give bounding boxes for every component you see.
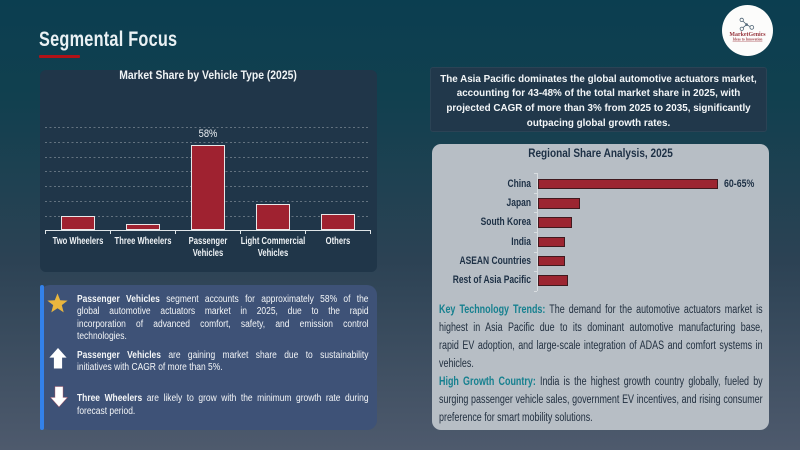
svg-text:Ideas to Innovation: Ideas to Innovation bbox=[732, 38, 762, 42]
svg-text:MarketGenics: MarketGenics bbox=[729, 31, 766, 38]
